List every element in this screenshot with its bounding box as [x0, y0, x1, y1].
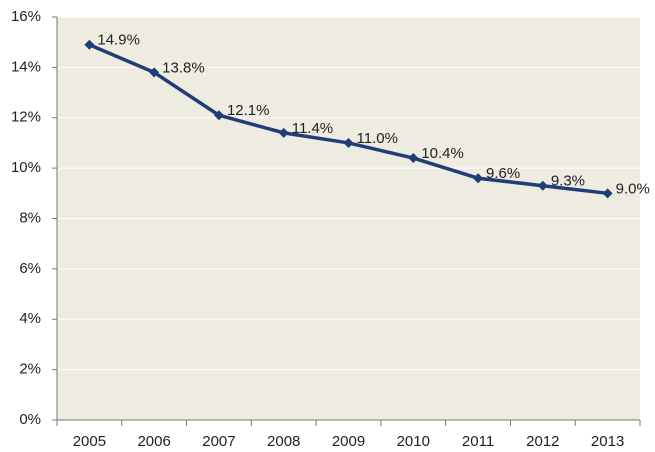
data-label: 12.1%: [227, 102, 270, 119]
x-tick-label: 2007: [202, 433, 235, 450]
x-tick-label: 2008: [267, 433, 300, 450]
marker: [149, 67, 160, 78]
marker: [343, 137, 354, 148]
x-tick-label: 2012: [526, 433, 559, 450]
data-label: 10.4%: [421, 145, 464, 162]
data-label: 9.0%: [616, 180, 650, 197]
marker: [537, 180, 548, 191]
data-label: 14.9%: [97, 32, 140, 49]
y-tick-label: 6%: [19, 260, 41, 277]
x-tick-label: 2006: [137, 433, 170, 450]
y-tick-label: 10%: [11, 159, 41, 176]
y-tick-label: 16%: [11, 8, 41, 25]
data-label: 11.4%: [292, 120, 333, 137]
x-tick-label: 2010: [397, 433, 430, 450]
x-tick-label: 2005: [73, 433, 106, 450]
data-label: 13.8%: [162, 59, 205, 76]
data-label: 9.6%: [486, 165, 520, 182]
y-tick-label: 8%: [19, 209, 41, 226]
marker: [278, 127, 289, 138]
marker: [408, 153, 419, 164]
data-label: 9.3%: [551, 173, 585, 190]
y-tick-label: 0%: [19, 411, 41, 428]
marker: [84, 39, 95, 50]
marker: [213, 110, 224, 121]
x-tick-label: 2011: [462, 433, 494, 450]
y-tick-label: 2%: [19, 361, 41, 378]
x-tick-label: 2009: [332, 433, 365, 450]
data-label: 11.0%: [357, 130, 398, 147]
marker: [602, 188, 613, 199]
y-tick-label: 14%: [11, 58, 41, 75]
y-tick-label: 4%: [19, 310, 41, 327]
x-tick-label: 2013: [591, 433, 624, 450]
marker: [473, 173, 484, 184]
y-tick-label: 12%: [11, 109, 41, 126]
